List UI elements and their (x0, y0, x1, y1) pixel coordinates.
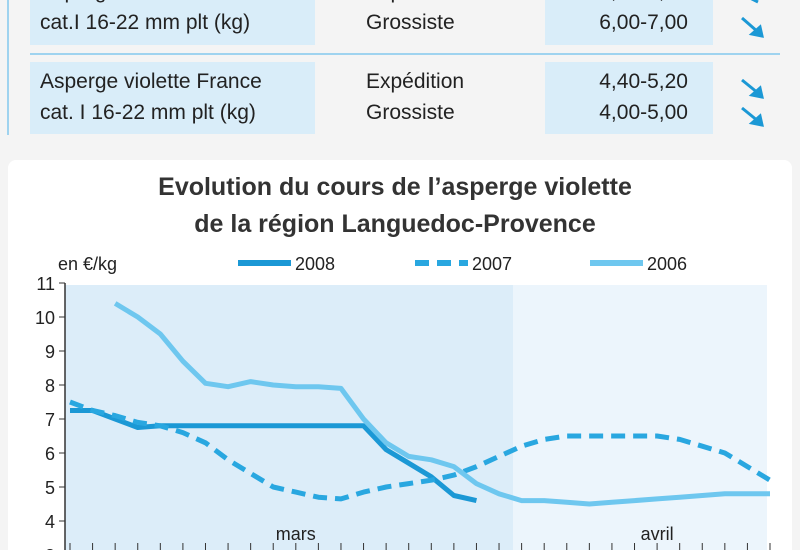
y-tick-label: 3 (45, 546, 55, 550)
x-tick-label: avril (641, 524, 674, 544)
product-label: Asperge violette France (40, 70, 262, 93)
price: 5,70-7,00 (599, 0, 688, 3)
cell-bg (30, 0, 315, 45)
stage-label: Grossiste (366, 101, 455, 124)
price: 6,00-7,00 (599, 11, 688, 34)
cell-bg (30, 62, 315, 134)
chart-title: de la région Languedoc-Provence (194, 210, 596, 238)
plot-band (513, 285, 767, 550)
y-tick-label: 10 (35, 308, 55, 328)
line-series (69, 399, 772, 502)
stage-label: Grossiste (366, 11, 455, 34)
line-series (70, 408, 478, 504)
product-label: cat. I 16-22 mm plt (kg) (40, 101, 256, 124)
line-series (113, 301, 770, 507)
y-tick-label: 9 (45, 342, 55, 362)
y-axis-label: en €/kg (58, 254, 117, 274)
trend-arrows (741, 0, 764, 127)
cell-bg (545, 62, 713, 134)
chart-title: Evolution du cours de l’asperge violette (158, 173, 632, 201)
y-tick-label: 6 (45, 444, 55, 464)
price: 4,00-5,00 (599, 101, 688, 124)
x-tick-label: mars (276, 524, 316, 544)
y-tick-label: 7 (45, 410, 55, 430)
legend-label: 2006 (647, 254, 687, 274)
y-tick-label: 8 (45, 376, 55, 396)
product-label: cat.I 16-22 mm plt (kg) (40, 11, 250, 34)
price: 4,40-5,20 (599, 70, 688, 93)
plot-band (65, 285, 513, 550)
stage-label: Expédition (366, 70, 464, 93)
y-tick-label: 4 (45, 512, 55, 532)
legend-label: 2007 (472, 254, 512, 274)
product-label: Asperge blanche Fr. (40, 0, 228, 3)
legend-label: 2008 (295, 254, 335, 274)
y-tick-label: 11 (36, 274, 55, 294)
stage-label: Expédition (366, 0, 464, 3)
cell-bg (545, 0, 713, 45)
y-tick-label: 5 (45, 478, 55, 498)
